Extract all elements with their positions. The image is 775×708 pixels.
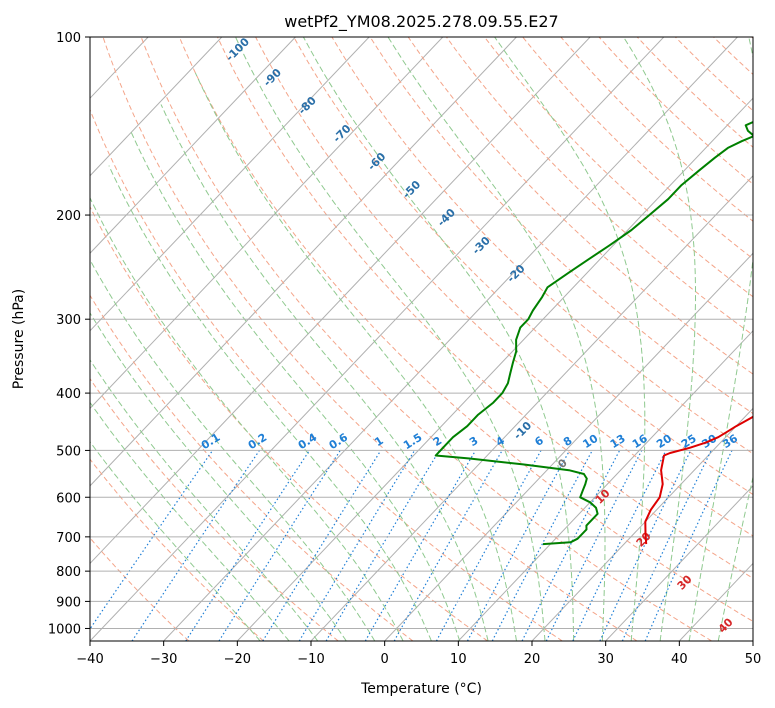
background-lines xyxy=(0,37,753,641)
y-tick-label: 100 xyxy=(56,31,81,46)
y-tick-label: 600 xyxy=(56,491,81,506)
isotherm-line xyxy=(163,37,738,641)
y-tick-label: 800 xyxy=(56,565,81,580)
moist-adiabat-line xyxy=(194,72,517,641)
isotherm-line xyxy=(752,640,753,641)
moist-adiabat-line xyxy=(90,358,319,641)
mixing-ratio-line xyxy=(644,450,733,641)
plot-background xyxy=(90,37,753,641)
y-tick-label: 500 xyxy=(56,444,81,459)
y-tick-label: 700 xyxy=(56,531,81,546)
dry-adiabat-line xyxy=(90,294,414,641)
dry-adiabat-line xyxy=(751,37,753,39)
plot-frame xyxy=(89,36,754,642)
y-tick-label: 300 xyxy=(56,313,81,328)
isotherm-line xyxy=(90,37,591,565)
isotherm-line xyxy=(310,175,753,641)
mixing-ratio-line xyxy=(466,450,571,641)
x-tick-label: 0 xyxy=(381,652,389,667)
y-tick-label: 1000 xyxy=(48,622,81,637)
x-tick-label: −20 xyxy=(224,652,251,667)
dry-adiabat-line xyxy=(293,37,753,496)
isotherm-line xyxy=(0,37,1,641)
y-axis-title: Pressure (hPa) xyxy=(11,289,27,389)
dry-adiabat-line xyxy=(90,458,264,641)
axis-ticks: −40 −30 −20 −10 0 10 20 30 40 50 100 200 300 400 500 60… xyxy=(48,31,761,667)
dry-adiabat-line xyxy=(140,37,712,641)
moist-adiabat-line xyxy=(623,37,696,641)
isotherm-line xyxy=(90,37,665,641)
moist-adiabat-line xyxy=(90,312,347,641)
isotherm-line xyxy=(90,37,296,255)
dry-adiabat-line xyxy=(407,37,753,375)
dry-adiabat-line xyxy=(90,205,488,641)
y-tick-label: 200 xyxy=(56,209,81,224)
mixing-ratio-line xyxy=(262,450,382,641)
x-tick-label: 50 xyxy=(745,652,762,667)
isotherm-line xyxy=(90,37,223,177)
mixing-ratio-line xyxy=(131,450,260,641)
mixing-ratio-line xyxy=(393,450,503,641)
profile-series xyxy=(434,120,753,546)
dewpoint-line xyxy=(434,120,753,546)
x-tick-label: 20 xyxy=(524,652,541,667)
x-tick-label: 40 xyxy=(671,652,688,667)
dry-adiabat-line xyxy=(217,37,753,579)
mixing-ratio-line xyxy=(90,450,214,630)
mixing-ratio-line xyxy=(545,450,643,641)
chart-title: wetPf2_YM08.2025.278.09.55.E27 xyxy=(284,12,558,32)
moist-adiabat-line xyxy=(108,165,432,641)
x-tick-label: −30 xyxy=(150,652,177,667)
dry-adiabat-line xyxy=(90,108,563,641)
moist-adiabat-line xyxy=(90,401,290,641)
dry-adiabat-line xyxy=(369,37,753,415)
x-tick-label: −40 xyxy=(76,652,103,667)
isotherm-line xyxy=(236,97,753,641)
isotherm-line xyxy=(531,407,753,641)
x-axis-title: Temperature (°C) xyxy=(360,681,482,697)
moist-adiabat-line xyxy=(235,37,546,641)
moist-adiabat-line xyxy=(160,104,489,641)
isotherm-line xyxy=(605,485,753,641)
isotherm-line xyxy=(384,252,753,641)
isotherm-line xyxy=(90,37,517,487)
dry-adiabat-line xyxy=(90,537,190,641)
mixing-ratio-line xyxy=(435,450,542,641)
x-tick-label: 30 xyxy=(597,652,614,667)
temperature-line xyxy=(644,415,753,545)
isotherm-line xyxy=(457,330,753,641)
moist-adiabat-line xyxy=(494,37,646,641)
dry-adiabat-line xyxy=(102,37,638,641)
isotherm-line xyxy=(90,37,444,410)
moist-adiabat-line xyxy=(90,441,261,641)
moist-adiabat-line xyxy=(90,196,404,641)
moist-adiabat-line xyxy=(387,37,606,641)
mixing-ratio-line xyxy=(185,450,310,641)
moist-adiabat-line xyxy=(302,37,575,641)
moist-adiabat-line xyxy=(688,37,753,641)
x-tick-label: −10 xyxy=(297,652,324,667)
moist-adiabat-line xyxy=(717,474,753,641)
mixing-ratio-line xyxy=(298,450,416,641)
isotherm-line xyxy=(90,37,370,332)
x-tick-label: 10 xyxy=(450,652,467,667)
y-tick-label: 900 xyxy=(56,595,81,610)
y-tick-label: 400 xyxy=(56,387,81,402)
dry-adiabat-line xyxy=(178,37,753,623)
mixing-ratio-line xyxy=(521,450,621,641)
moist-adiabat-line xyxy=(90,258,376,641)
mixing-ratio-line xyxy=(218,450,341,641)
dry-adiabat-line xyxy=(484,37,753,298)
